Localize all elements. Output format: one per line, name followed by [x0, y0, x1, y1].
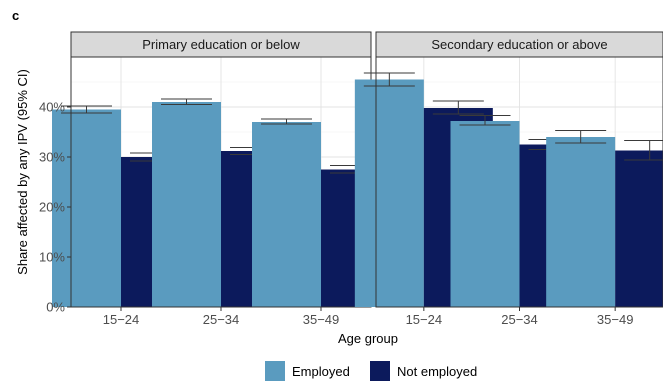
facet-title: Primary education or below [142, 37, 300, 52]
bar-employed [546, 137, 616, 307]
error-bar [459, 115, 511, 126]
bar-employed [252, 122, 321, 307]
legend-swatch [370, 361, 390, 381]
error-bar [363, 72, 415, 87]
facet-title: Secondary education or above [431, 37, 607, 52]
facet-strip [375, 31, 663, 58]
facet-1: Primary education or below 15−24 25−34 35−4… [52, 31, 390, 327]
x-tick-label: 25−34 [203, 312, 240, 327]
y-tick-label: 10% [39, 250, 65, 265]
bar-employed [152, 102, 221, 307]
x-tick-label: 25−34 [501, 312, 538, 327]
error-bar [555, 130, 607, 144]
x-tick-label: 35−49 [303, 312, 340, 327]
error-bar [261, 118, 312, 125]
error-bar [161, 98, 212, 105]
panel-border [375, 56, 663, 308]
x-tick-label: 15−24 [103, 312, 140, 327]
bar-employed [450, 121, 520, 307]
x-axis-title: Age group [338, 331, 398, 346]
y-axis: 0% 10% 20% 30% 40% [39, 100, 71, 315]
error-bar [61, 105, 112, 114]
facet-strip [70, 31, 372, 58]
y-tick-label: 0% [46, 300, 65, 315]
bar-not-employed [615, 150, 663, 307]
bar-employed [354, 79, 424, 307]
x-tick-label: 35−49 [597, 312, 634, 327]
panel-label: c [12, 8, 19, 23]
legend-swatch [265, 361, 285, 381]
x-tick-label: 15−24 [406, 312, 443, 327]
error-bar [624, 140, 663, 161]
y-axis-title: Share affected by any IPV (95% CI) [15, 69, 30, 275]
legend-item: Employed [265, 361, 350, 381]
facet-2: Secondary education or above 15−24 25−34 35… [354, 31, 663, 327]
legend-label: Employed [292, 364, 350, 379]
error-bar [432, 100, 484, 115]
y-tick-label: 40% [39, 100, 65, 115]
y-tick-label: 30% [39, 150, 65, 165]
y-tick-label: 20% [39, 200, 65, 215]
legend-label: Not employed [397, 364, 477, 379]
legend-item: Not employed [370, 361, 477, 381]
legend: Employed Not employed [265, 361, 477, 381]
bar-employed [52, 109, 121, 307]
